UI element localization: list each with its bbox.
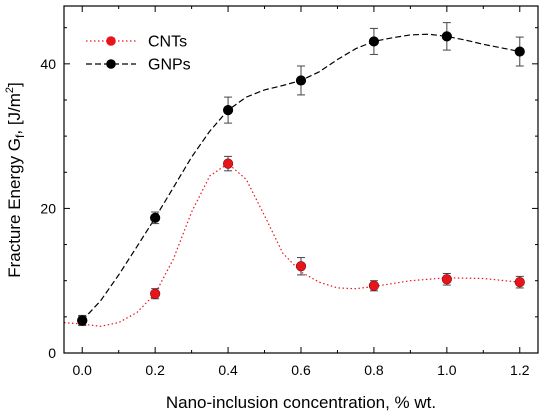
y-axis-label-unit: , [J/m [5, 93, 24, 135]
data-point-gnps [368, 36, 380, 47]
chart-marks [63, 22, 525, 327]
data-point-cnts [222, 158, 234, 169]
legend: CNTs GNPs [86, 34, 191, 74]
y-axis-label-close: ] [5, 82, 24, 87]
data-point-cnts [441, 274, 452, 285]
x-tick-label: 0.0 [72, 362, 92, 378]
data-point-gnps [295, 75, 307, 86]
y-tick-label: 40 [40, 56, 56, 72]
axes: 0.0 0.2 0.4 0.6 0.8 1.0 1.2 0 20 40 [40, 6, 538, 378]
x-axis-label: Nano-inclusion concentration, % wt. [166, 393, 436, 412]
x-tick-label: 0.8 [364, 362, 384, 378]
data-point-cnts [368, 280, 380, 291]
x-tick-label: 1.2 [510, 362, 530, 378]
legend-label-gnps: GNPs [148, 57, 191, 74]
y-axis-label-sub: f [13, 134, 27, 138]
x-tick-label: 0.2 [145, 362, 165, 378]
data-point-gnps [150, 212, 161, 223]
legend-marker-cnts [106, 36, 116, 46]
data-point-gnps [441, 31, 452, 42]
data-point-cnts [150, 288, 161, 299]
y-tick-label: 20 [40, 200, 56, 216]
series-line-cnts [63, 162, 520, 327]
legend-label-cnts: CNTs [148, 34, 187, 51]
y-axis-label-main: Fracture Energy G [5, 138, 24, 278]
data-point-gnps [514, 46, 525, 57]
legend-marker-gnps [106, 59, 116, 69]
x-tick-label: 0.6 [291, 362, 311, 378]
y-tick-label: 0 [48, 345, 56, 361]
plot-frame [63, 5, 539, 354]
y-axis-label-sup: 2 [4, 87, 16, 93]
data-point-cnts [295, 261, 307, 272]
x-tick-label: 1.0 [437, 362, 457, 378]
x-tick-label: 0.4 [218, 362, 238, 378]
y-axis-label: Fracture Energy Gf, [J/m2] [4, 82, 27, 278]
data-point-gnps [222, 104, 234, 116]
data-point-cnts [514, 277, 525, 288]
data-point-gnps [77, 315, 88, 326]
